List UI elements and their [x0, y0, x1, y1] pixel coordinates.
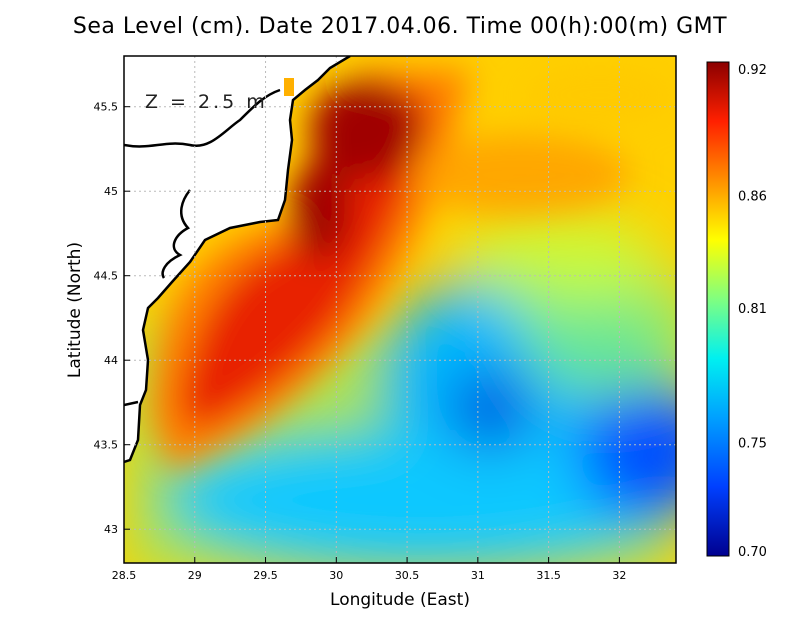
colorbar: [706, 61, 730, 557]
colorbar-tick-label: 0.70: [738, 545, 767, 560]
sea-level-field: [124, 56, 676, 563]
x-tick-label: 31: [471, 569, 485, 582]
x-axis-label: Longitude (East): [330, 590, 470, 610]
y-tick-label: 44: [104, 354, 118, 367]
colorbar-ticks: 0.92 0.86 0.81 0.75 0.70: [738, 63, 767, 560]
x-tick-label: 30.5: [395, 569, 420, 582]
y-axis-label: Latitude (North): [65, 241, 85, 379]
x-tick-label: 29.5: [253, 569, 278, 582]
y-tick-label: 43: [104, 523, 118, 536]
depth-label: Z = 2.5 m: [145, 91, 268, 113]
colorbar-tick-label: 0.92: [738, 63, 767, 78]
colorbar-tick-label: 0.86: [738, 190, 767, 205]
plot-frame: [123, 55, 677, 564]
y-tick-label: 45.5: [94, 101, 119, 114]
y-axis-ticks: 43 43.5 44 44.5 45 45.5: [94, 101, 130, 536]
colorbar-tick-label: 0.81: [738, 302, 767, 317]
grid-lines: [124, 56, 676, 563]
x-axis-ticks: 28.5 29 29.5 30 30.5 31 31.5 32: [112, 557, 626, 582]
y-tick-label: 43.5: [94, 439, 119, 452]
x-tick-label: 30: [329, 569, 343, 582]
inlet-outline: [124, 400, 139, 407]
land-mass: [124, 56, 350, 462]
coastline: [124, 56, 351, 464]
x-tick-label: 29: [188, 569, 202, 582]
colorbar-tick-label: 0.75: [738, 437, 767, 452]
x-tick-label: 31.5: [536, 569, 561, 582]
map-title: Sea Level (cm). Date 2017.04.06. Time 00…: [72, 14, 728, 39]
y-tick-label: 44.5: [94, 270, 119, 283]
x-tick-label: 32: [612, 569, 626, 582]
y-tick-label: 45: [104, 185, 118, 198]
lagoon-outline: [161, 189, 191, 279]
x-tick-label: 28.5: [112, 569, 137, 582]
danube-delta-outline: [124, 88, 281, 148]
